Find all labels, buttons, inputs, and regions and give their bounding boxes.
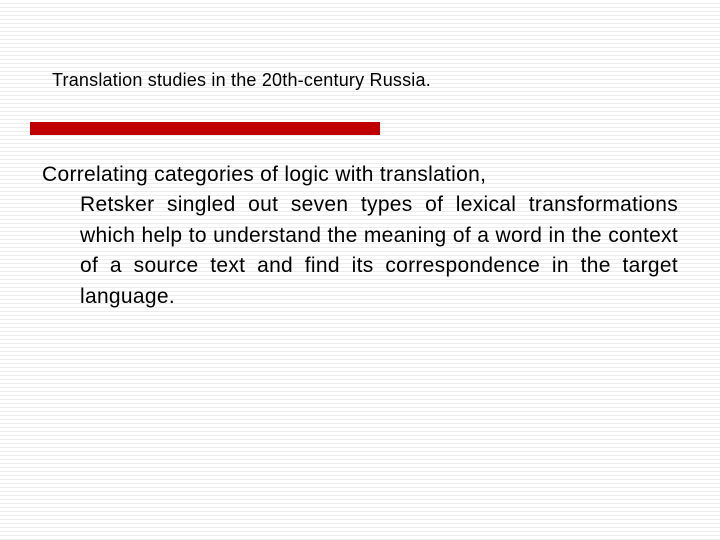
body-first-line: Correlating categories of logic with tra… [42, 160, 678, 190]
slide-container: Translation studies in the 20th-century … [0, 0, 720, 540]
slide-title: Translation studies in the 20th-century … [52, 70, 680, 91]
title-separator-bar [30, 122, 380, 135]
body-paragraph: Correlating categories of logic with tra… [42, 160, 678, 312]
body-continuation: Retsker singled out seven types of lexic… [42, 190, 678, 312]
